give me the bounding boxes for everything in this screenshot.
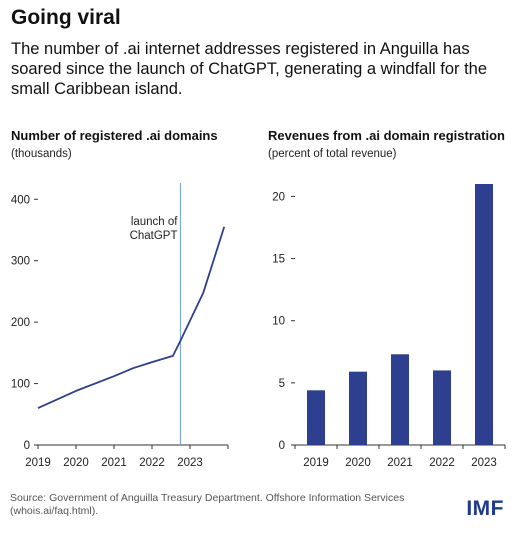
chart-subtitle: The number of .ai internet addresses reg…	[11, 40, 488, 98]
x-tick-label: 2023	[177, 457, 203, 469]
x-tick-label: 2022	[139, 457, 165, 469]
x-tick-label: 2021	[101, 457, 127, 469]
revenue-bar	[475, 184, 493, 445]
y-tick-label: 0	[24, 440, 30, 452]
y-tick-label: 0	[279, 440, 285, 452]
revenue-bar	[349, 371, 367, 445]
x-tick-label: 2021	[387, 457, 413, 469]
x-tick-label: 2019	[303, 457, 329, 469]
domains-series-line	[37, 226, 226, 409]
chart-title: Going viral	[11, 6, 121, 29]
annotation-label: ChatGPT	[130, 230, 178, 242]
bar-chart-unit: (percent of total revenue)	[268, 148, 397, 160]
y-tick-label: 400	[11, 194, 30, 206]
line-chart-unit: (thousands)	[11, 148, 72, 160]
bar-chart-title: Revenues from .ai domain registration	[268, 128, 505, 143]
bar-chart: 0 5 10 15 20 2019 2020 2021 2022 2023	[272, 184, 506, 469]
x-tick-label: 2022	[429, 457, 455, 469]
y-tick-label: 15	[272, 254, 285, 266]
source-note: Source: Government of Anguilla Treasury …	[10, 492, 405, 517]
revenue-bar	[391, 354, 409, 445]
x-tick-label: 2020	[63, 457, 89, 469]
y-tick-label: 20	[272, 191, 285, 203]
y-tick-label: 10	[272, 316, 285, 328]
y-tick-label: 200	[11, 317, 30, 329]
line-chart: 0 100 200 300 400 2019 2020 2021 2022 2023 launch …	[11, 183, 229, 469]
y-tick-label: 300	[11, 256, 30, 268]
x-tick-label: 2023	[471, 457, 497, 469]
y-tick-label: 100	[11, 379, 30, 391]
y-tick-label: 5	[279, 378, 285, 390]
x-tick-label: 2019	[25, 457, 51, 469]
x-tick-label: 2020	[345, 457, 371, 469]
revenue-bar	[307, 390, 325, 445]
line-chart-title: Number of registered .ai domains	[11, 128, 218, 143]
annotation-label: launch of	[131, 216, 178, 228]
imf-logo: IMF	[466, 497, 504, 520]
revenue-bar	[433, 370, 451, 445]
